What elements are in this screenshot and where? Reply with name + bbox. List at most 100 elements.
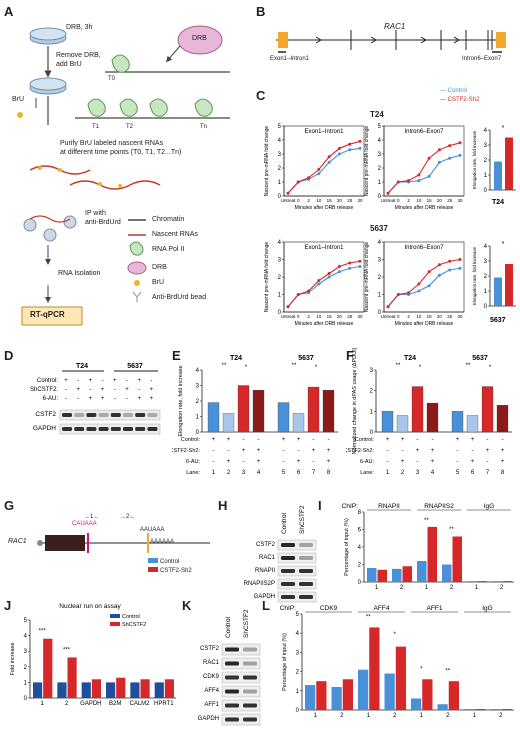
sign: + [501,459,505,465]
sig-star: ** [445,668,450,674]
c-xtick-label: 25 [347,314,353,319]
c-axis-ytick-label: 3 [378,258,382,264]
chip-label: ChIP: [280,605,296,612]
blot-band-label: CDK9 [203,674,220,680]
cell-label: T24 [404,355,416,362]
d-band [135,427,146,431]
c-point [317,282,321,286]
ylabel: Elongation rate, fold increase [178,365,184,436]
bar [130,682,140,698]
sign: - [402,448,404,454]
legend-chromatin: Chromatin [152,216,185,223]
sign: - [472,448,474,454]
d-row-label: ShCSTF2: [30,387,58,393]
c-axis-ytick-label: 1 [378,180,382,186]
chip-label: ChIP: [342,503,358,510]
sig-star: ** [222,363,227,369]
c-series-line [387,258,461,308]
bar [475,709,486,710]
d-sign: + [137,378,141,384]
lane-number: 2 [401,470,405,476]
a-rtqpcr: RT-qPCR [30,310,65,319]
lane-number: 6 [471,470,475,476]
g-motif2: AAUAAA [140,527,165,533]
blot-box [221,643,261,656]
c-axis-ytick-label: 4 [278,240,282,246]
d-sign: + [113,378,117,384]
c-axis-ytick-label: 3 [378,152,382,158]
c-xtick-label: 2 [407,314,410,319]
c-axis-ytick-label: 2 [278,166,282,172]
bar [467,581,477,582]
bead-icon [23,218,37,232]
svgF-axis-ytick-label: 1 [370,409,374,415]
sig-star: ** [424,518,429,524]
bar [437,704,448,710]
sign: - [387,459,389,465]
sign: + [386,437,390,443]
blot-band-label: AFF4 [204,688,219,694]
c-axis-ytick-label: 1 [278,180,282,186]
sign: - [487,437,489,443]
c-axis-ytick-label: 3 [278,258,282,264]
svgJ-axis-ytick-label: 1 [24,680,28,686]
d-sign: + [101,387,105,393]
sign: - [283,448,285,454]
bar [402,566,412,582]
bar [305,685,316,710]
c-legend-control: — Control [440,88,468,94]
c-bar-axis-ytick-label: 0 [484,188,488,194]
sign: + [297,437,301,443]
c-point [427,270,431,274]
c-point [437,148,441,152]
a-t1: T1 [92,124,100,130]
c-xtick-label: 10 [316,198,322,203]
blot-box [277,578,317,590]
row-label: CSTF2-Sh2: [172,448,200,454]
legend-nascent: Nascent RNAs [152,231,198,238]
c-point [317,172,321,176]
lane-number: 5 [456,470,460,476]
panel-g-schematic [37,533,210,553]
ylabel: Fold increase [10,642,16,675]
lane-number: 8 [327,470,331,476]
bar [57,682,67,698]
c-xtick-label: 30 [457,198,463,203]
c-point [407,291,411,295]
d-blot-box [59,423,161,435]
ylabel: Percentage of input (%) [282,633,288,691]
sign: - [258,437,260,443]
c-subtitle: Intron6–Exon7 [404,245,444,251]
xtick-label: HPRT1 [154,701,174,707]
group-label: IgG [484,503,494,510]
d-sign: + [101,396,105,402]
c-axis-ytick-label: 1 [278,293,282,299]
exon1-block [278,32,288,48]
c-point [417,173,421,177]
c-xtick-label: 25 [447,314,453,319]
panel-k-blot: Control ShCSTF2 CSTF2 RAC1 CDK9 AFF4 AFF1 GAPDH [198,609,261,726]
d-row-label: Control: [37,378,58,384]
c-ylabel: Nascent pre-mRNA fold change [364,126,370,197]
sig-star: * [489,365,492,371]
xtick-label: 1 [314,713,318,719]
sign: - [502,437,504,443]
c-point [427,156,431,160]
row-label: Control: [355,437,375,443]
svgI-axis-ytick-label: 0 [358,580,362,586]
xtick-label: 2 [446,713,450,719]
c-point [427,174,431,178]
j-legend-control: Control [122,614,140,620]
g-motif1: CAUAAA [72,521,97,527]
j-legend-swatch-sh [110,622,120,626]
bru-icon [17,112,23,118]
d-sign: + [150,396,154,402]
c-point [337,270,341,274]
c-point [437,263,441,267]
c-series-line [387,267,461,308]
a-drb-label: DRB [192,35,207,42]
blot-box [221,657,261,670]
c-bar-cell-5637: 5637 [490,317,506,324]
blot-band-label: RAC1 [259,555,276,561]
